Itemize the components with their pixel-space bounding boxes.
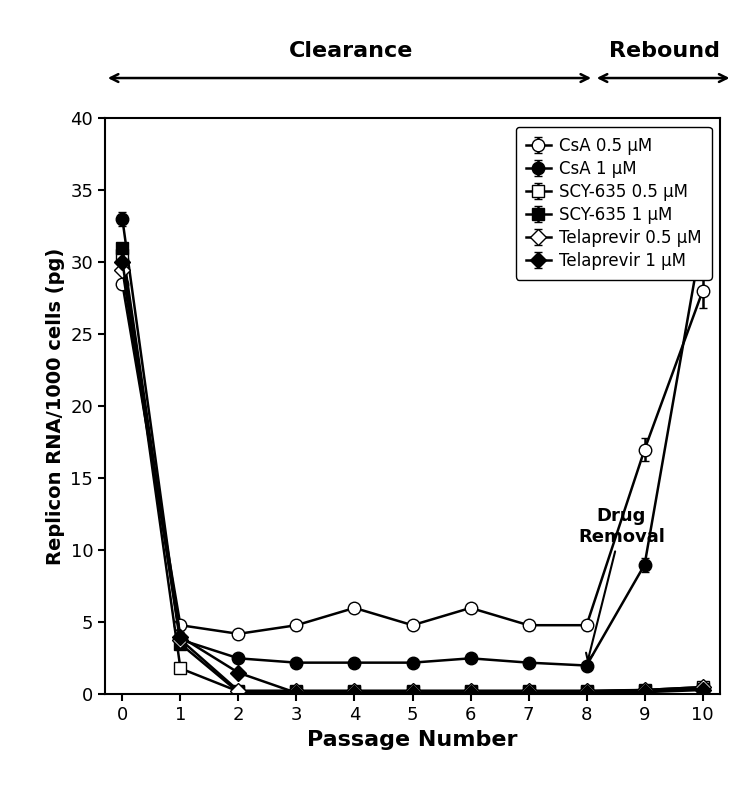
Y-axis label: Replicon RNA/1000 cells (pg): Replicon RNA/1000 cells (pg) <box>46 248 64 565</box>
Text: Rebound: Rebound <box>609 41 720 61</box>
Legend: CsA 0.5 μM, CsA 1 μM, SCY-635 0.5 μM, SCY-635 1 μM, Telaprevir 0.5 μM, Telaprevi: CsA 0.5 μM, CsA 1 μM, SCY-635 0.5 μM, SC… <box>516 127 712 279</box>
X-axis label: Passage Number: Passage Number <box>308 730 518 750</box>
Text: Drug
Removal: Drug Removal <box>578 507 664 660</box>
Text: Clearance: Clearance <box>289 41 413 61</box>
